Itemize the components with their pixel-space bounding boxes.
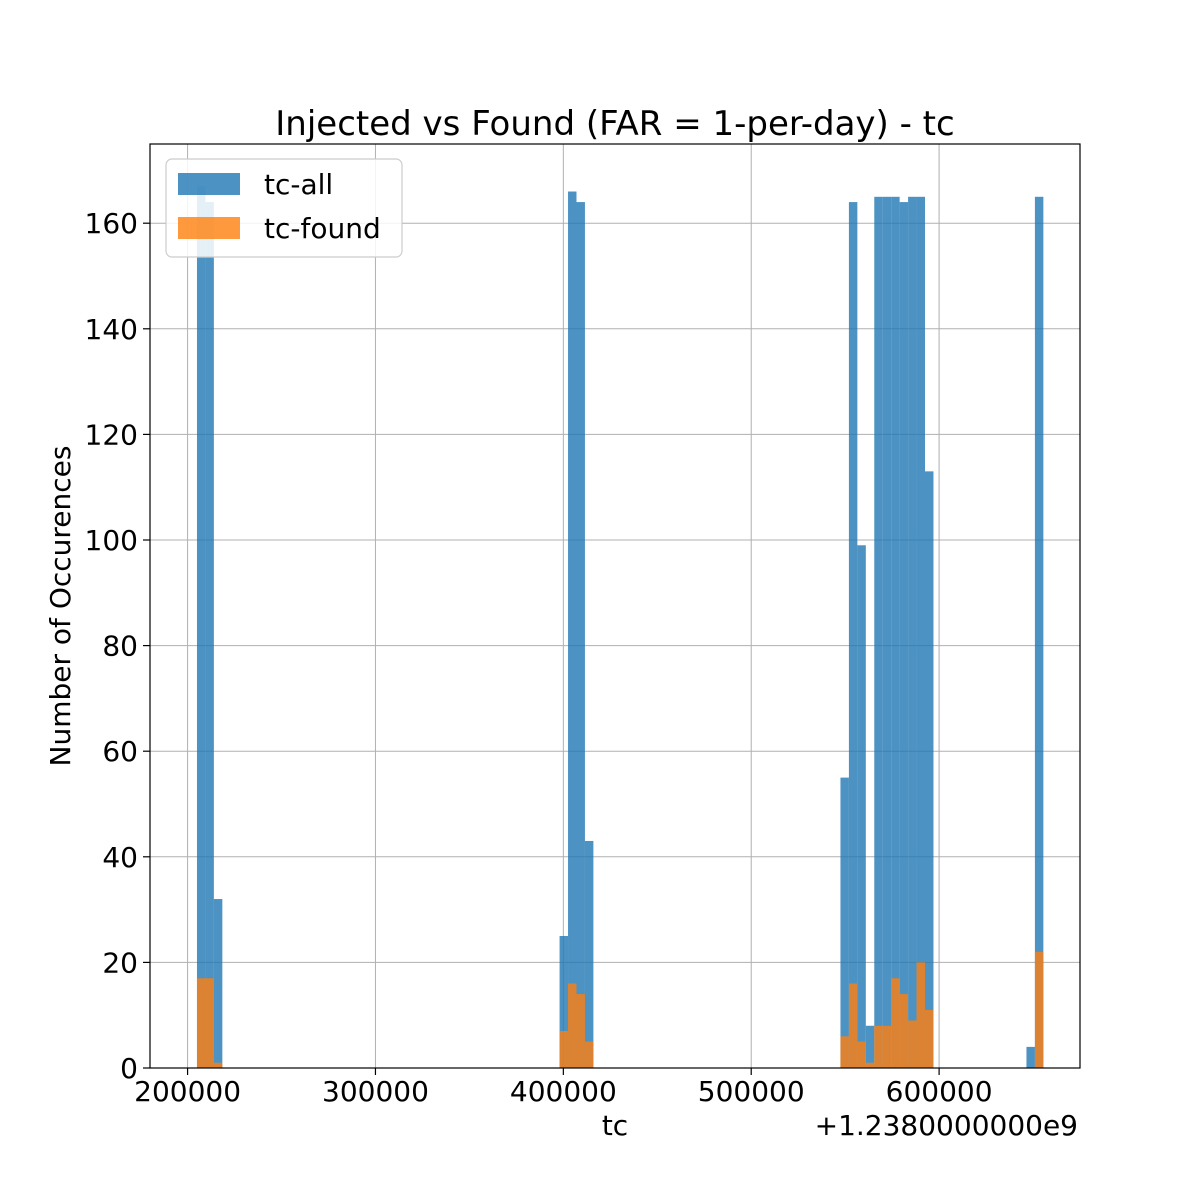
histogram-bar-tc-found	[213, 1062, 223, 1068]
chart-title: Injected vs Found (FAR = 1-per-day) - tc	[275, 104, 954, 144]
y-axis-label: Number of Occurences	[44, 446, 77, 767]
histogram-bar-tc-all	[584, 840, 594, 1068]
histogram-bar-tc-all	[840, 777, 849, 1068]
histogram-bar-tc-all	[899, 202, 909, 1068]
x-tick-label: 500000	[698, 1075, 805, 1108]
histogram-bar-tc-found	[1034, 951, 1044, 1068]
x-tick-label: 300000	[322, 1075, 429, 1108]
x-tick-label: 200000	[134, 1075, 241, 1108]
histogram-bar-tc-all	[891, 196, 900, 1069]
bars-group	[196, 186, 1044, 1069]
histogram-bar-tc-found	[559, 1031, 569, 1068]
legend: tc-all tc-found	[165, 158, 403, 258]
y-tick-label: 20	[102, 946, 138, 979]
y-tick-label: 140	[85, 313, 138, 346]
plot-frame	[149, 143, 1081, 1069]
histogram-bar-tc-all	[916, 196, 925, 1069]
histogram-bar-tc-found	[196, 978, 206, 1068]
histogram-bar-tc-found	[205, 978, 214, 1068]
histogram-bar-tc-found	[925, 1009, 934, 1068]
x-tick-label: 400000	[510, 1075, 617, 1108]
histogram-bar-tc-found	[857, 1041, 866, 1068]
histogram-bar-tc-found	[865, 1062, 875, 1068]
histogram-bar-tc-found	[874, 1025, 883, 1068]
histogram-bar-tc-all	[568, 191, 577, 1068]
histogram-bar-tc-found	[908, 1020, 917, 1068]
x-axis-offset-text: +1.2380000000e9	[815, 1109, 1078, 1142]
histogram-bar-tc-all	[908, 196, 917, 1069]
y-tick-label: 80	[102, 630, 138, 663]
histogram-bar-tc-all	[848, 202, 858, 1068]
histogram-bar-tc-found	[584, 1041, 594, 1068]
y-tick-label: 120	[85, 418, 138, 451]
histogram-bar-tc-found	[891, 978, 900, 1068]
legend-swatch-tc-found	[178, 217, 240, 239]
legend-swatch-tc-all	[178, 173, 240, 195]
histogram-bar-tc-all	[196, 186, 206, 1069]
x-tick-label: 600000	[886, 1075, 993, 1108]
histogram-bar-tc-all	[874, 196, 883, 1069]
histogram-bar-tc-all	[857, 545, 866, 1068]
histogram-bar-tc-found	[916, 962, 925, 1068]
y-axis-ticks: 0 20 40 60 80 100 120 140 160	[85, 207, 150, 1085]
histogram-bar-tc-found	[568, 983, 577, 1068]
legend-label-tc-all: tc-all	[264, 168, 333, 201]
histogram-bar-tc-all	[559, 936, 569, 1068]
histogram-bar-tc-found	[882, 1025, 892, 1068]
histogram-bar-tc-found	[840, 1036, 849, 1068]
histogram-bar-tc-all	[213, 899, 223, 1068]
histogram-bar-tc-all	[1034, 196, 1044, 1069]
histogram-bar-tc-found	[848, 983, 858, 1068]
histogram-bar-tc-found	[576, 994, 585, 1068]
histogram-bar-tc-all	[1026, 1046, 1035, 1068]
y-tick-label: 160	[85, 207, 138, 240]
histogram-bar-tc-all	[925, 471, 934, 1068]
y-tick-label: 0	[120, 1052, 138, 1085]
histogram-bar-tc-all	[865, 1025, 875, 1068]
y-tick-label: 40	[102, 841, 138, 874]
histogram-bar-tc-all	[882, 196, 892, 1069]
legend-label-tc-found: tc-found	[264, 212, 381, 245]
y-tick-label: 60	[102, 735, 138, 768]
x-axis-ticks: 200000 300000 400000 500000 600000	[134, 1068, 993, 1108]
histogram-bar-tc-all	[205, 202, 214, 1068]
histogram-bar-tc-all	[576, 202, 585, 1068]
histogram-bar-tc-found	[899, 994, 909, 1068]
grid-lines	[150, 144, 1080, 1069]
x-axis-label: tc	[602, 1109, 628, 1142]
y-tick-label: 100	[85, 524, 138, 557]
